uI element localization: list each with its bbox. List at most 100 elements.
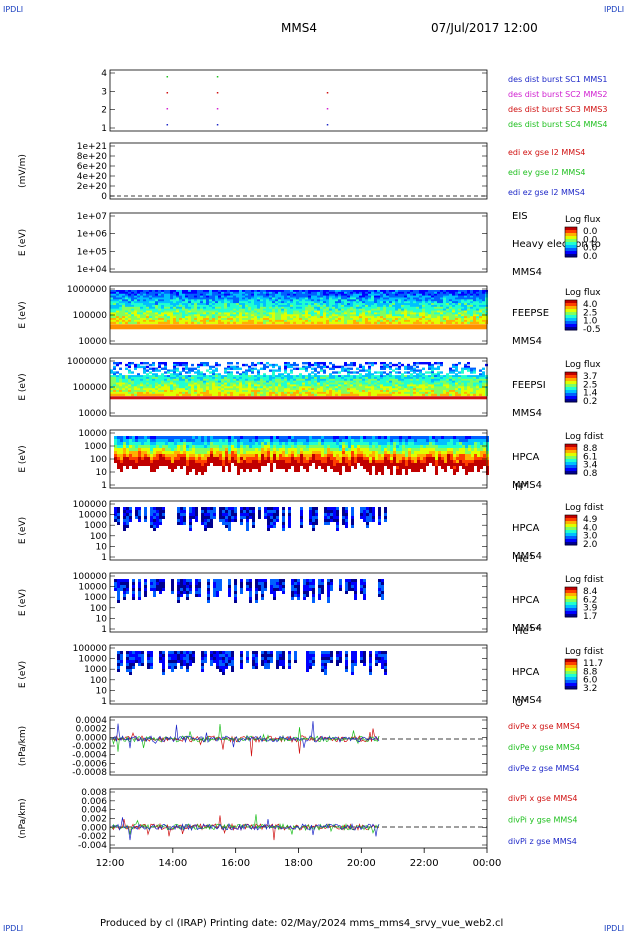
spectrogram-cell [237,436,240,439]
spectrogram-cell [185,299,188,302]
spectrogram-cell [255,463,258,466]
spectrogram-cell [374,382,377,385]
spectrogram-cell [131,303,134,306]
spectrogram-cell [275,363,278,367]
spectrogram-cell [194,316,197,319]
spectrogram-cell [269,384,272,387]
spectrogram-cell [140,380,143,384]
spectrogram-cell [242,318,245,321]
spectrogram-cell [222,448,225,451]
spectrogram-cell [212,375,215,378]
colorbar-tick-label: 0.0 [583,227,598,237]
legend-entry: edi ey gse l2 MMS4 [508,168,586,177]
spectrogram-cell [116,319,119,323]
spectrogram-cell [419,380,422,384]
spectrogram-cell [470,371,473,374]
spectrogram-cell [338,376,341,380]
spectrogram-cell [216,463,219,466]
spectrogram-cell [311,384,314,387]
spectrogram-cell [207,445,210,448]
colorbar-segment [565,375,577,379]
spectrogram-cell [386,318,389,321]
spectrogram-cell [176,310,179,313]
spectrogram-cell [260,318,263,321]
spectrogram-cell [206,321,209,325]
spectrogram-cell [165,451,168,454]
spectrogram-cell [155,293,158,297]
spectrogram-cell [263,308,266,312]
spectrogram-cell [167,376,170,380]
spectrogram-cell [407,321,410,325]
spectrogram-cell [437,295,440,298]
spectrogram-cell [173,304,176,308]
spectrogram-cell [296,367,299,370]
spectrogram-cell [479,382,482,385]
spectrogram-cell [173,380,176,384]
spectrogram-cell [110,380,113,384]
spectrogram-cell [431,295,434,298]
spectrogram-cell [270,463,273,466]
spectrogram-cell [287,362,290,365]
spectrogram-cell [374,391,377,395]
spectrogram-cell [422,378,425,382]
spectrogram-cell [245,293,248,297]
spectrogram-cell [398,386,401,389]
spectrogram-cell [269,369,272,372]
spectrogram-cell [204,445,207,448]
spectrogram-cell [149,380,152,384]
spectrogram-cell [371,386,374,389]
spectrogram-cell [473,310,476,313]
spectrogram-cell [476,303,479,306]
spectrogram-cell [449,306,452,310]
spectrogram-cell [152,303,155,306]
spectrogram-cell [449,384,452,387]
spectrogram-cell [419,303,422,306]
spectrogram-cell [455,308,458,312]
spectrogram-cell [440,384,443,387]
spectrogram-cell [278,301,281,304]
spectrogram-cell [239,301,242,304]
spectrogram-cell [329,378,332,382]
spectrogram-cell [176,314,179,317]
spectrogram-column [231,436,234,463]
spectrogram-cell [365,369,368,372]
spectrogram-cell [404,303,407,306]
spectrogram-cell [332,375,335,378]
spectrogram-cell [425,316,428,319]
spectrogram-cell [179,371,182,374]
spectrogram-cell [272,390,275,393]
spectrogram-cell [413,319,416,323]
spectrogram-cell [161,373,164,376]
spectrogram-cell [386,316,389,319]
spectrogram-cell [353,304,356,308]
spectrogram-cell [212,314,215,317]
spectrogram-cell [230,299,233,302]
spectrogram-cell [308,304,311,308]
spectrogram-cell [270,454,273,457]
spectrogram-cell [314,384,317,387]
spectrogram-cell [194,297,197,300]
spectrogram-cell [168,457,171,460]
spectrogram-cell [293,390,296,393]
spectrogram-cell [173,321,176,325]
spectrogram-cell [428,308,431,312]
spectrogram-cell [395,306,398,310]
spectrogram-cell [392,321,395,325]
spectrogram-cell [299,310,302,313]
colorbar-tick-label: 0.0 [583,235,598,245]
spectrogram-cell [212,299,215,302]
spectrogram-cell [470,382,473,385]
spectrogram-cell [237,469,240,472]
spectrogram-cell [317,295,320,298]
spectrogram-cell [338,378,341,382]
spectrogram-cell [159,442,162,445]
spectrogram-cell [123,460,126,463]
spectrogram-cell [464,303,467,306]
spectrogram-cell [236,301,239,304]
spectrogram-cell [290,297,293,300]
spectrogram-cell [189,460,192,463]
spectrogram-cell [437,312,440,315]
spectrogram-cell [197,369,200,372]
spectrogram-cell [285,466,288,469]
spectrogram-cell [206,378,209,382]
